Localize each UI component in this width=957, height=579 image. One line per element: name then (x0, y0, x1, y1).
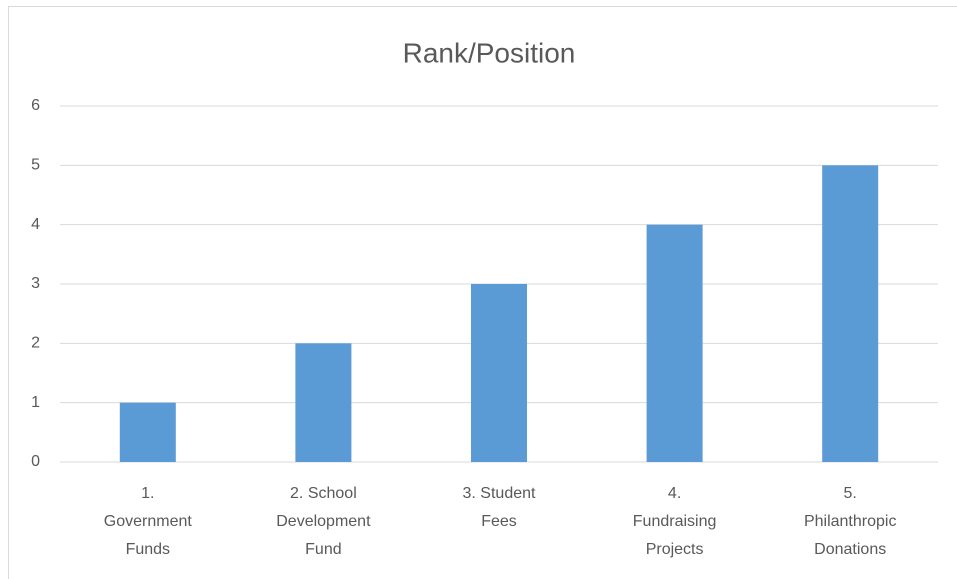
bar (119, 402, 176, 462)
bar (822, 165, 879, 463)
y-tick-label: 5 (31, 157, 40, 174)
bar (646, 224, 703, 462)
bar (295, 343, 352, 462)
y-tick-label: 1 (31, 394, 40, 411)
y-tick-label: 0 (31, 453, 40, 470)
x-tick-label: 3. Student Fees (463, 485, 537, 530)
chart-title: Rank/Position (403, 37, 576, 68)
y-tick-label: 3 (31, 275, 40, 292)
y-tick-label: 4 (31, 216, 40, 233)
y-tick-label: 2 (31, 335, 40, 352)
x-tick-label: 4. Fundraising Projects (633, 485, 717, 558)
chart-border (8, 6, 957, 579)
x-tick-label: 2. School Development Fund (276, 485, 371, 558)
bar (471, 284, 527, 462)
y-tick-label: 6 (31, 97, 40, 114)
x-tick-label: 5. Philanthropic Donations (804, 485, 897, 558)
x-tick-label: 1. Government Funds (104, 485, 193, 558)
